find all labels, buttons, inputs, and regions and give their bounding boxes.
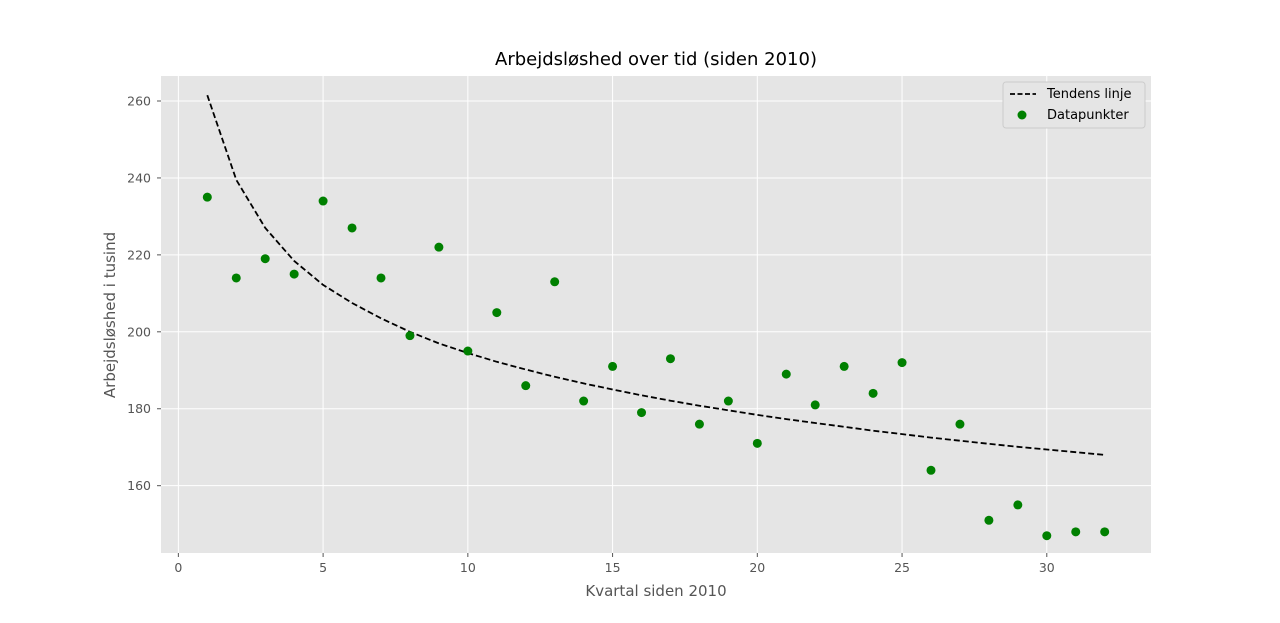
trend-line [206,94,1105,456]
x-axis-label: Kvartal siden 2010 [585,582,726,600]
y-tick-label: 260 [127,94,151,109]
trend-line-group [206,94,1105,456]
data-point [1071,527,1081,537]
data-point [318,196,328,206]
x-tick-label: 15 [605,560,621,575]
y-tick-label: 240 [127,170,151,185]
chart-title: Arbejdsløshed over tid (siden 2010) [495,49,817,70]
x-tick-label: 25 [894,560,910,575]
y-axis-label: Arbejdsløshed i tusind [101,232,119,398]
data-point [781,369,791,379]
y-tick-label: 220 [127,247,151,262]
data-point [405,331,415,341]
data-point [665,354,675,364]
data-point [550,277,560,287]
x-axis-ticks: 0 5 10 15 20 25 30 [174,553,1055,575]
x-tick-label: 20 [749,560,765,575]
data-point [376,273,386,283]
data-point [289,269,299,279]
data-point [492,308,502,318]
data-point [434,242,444,252]
data-point [868,388,878,398]
data-point [752,438,762,448]
plot-area [161,76,1151,553]
legend-trend-label: Tendens linje [1046,87,1131,102]
data-point [1100,527,1110,537]
data-point [723,396,733,406]
data-point [231,273,241,283]
legend: Tendens linje Datapunkter [1002,81,1146,129]
data-point [608,361,618,371]
data-point [926,465,936,475]
x-tick-label: 5 [319,560,327,575]
y-tick-label: 160 [127,478,151,493]
data-point [579,396,589,406]
x-tick-label: 30 [1039,560,1055,575]
x-tick-label: 0 [174,560,182,575]
data-point [521,381,531,391]
legend-points-label: Datapunkter [1047,108,1129,123]
data-point [202,192,212,202]
legend-points-swatch [1017,110,1027,120]
data-point [984,515,994,525]
data-point [637,408,647,418]
data-point [955,419,965,429]
data-point [897,358,907,368]
x-tick-label: 10 [460,560,476,575]
y-tick-label: 200 [127,324,151,339]
data-point [810,400,820,410]
data-points [202,192,1110,541]
grid [161,76,1151,553]
data-point [260,254,270,264]
data-point [1042,531,1052,541]
y-tick-label: 180 [127,401,151,416]
data-point [839,361,849,371]
data-point [1013,500,1023,510]
data-point [694,419,704,429]
y-axis-ticks: 160 180 200 220 240 260 [127,94,161,493]
data-point [347,223,357,233]
data-point [463,346,473,356]
legend-box [1002,81,1146,129]
